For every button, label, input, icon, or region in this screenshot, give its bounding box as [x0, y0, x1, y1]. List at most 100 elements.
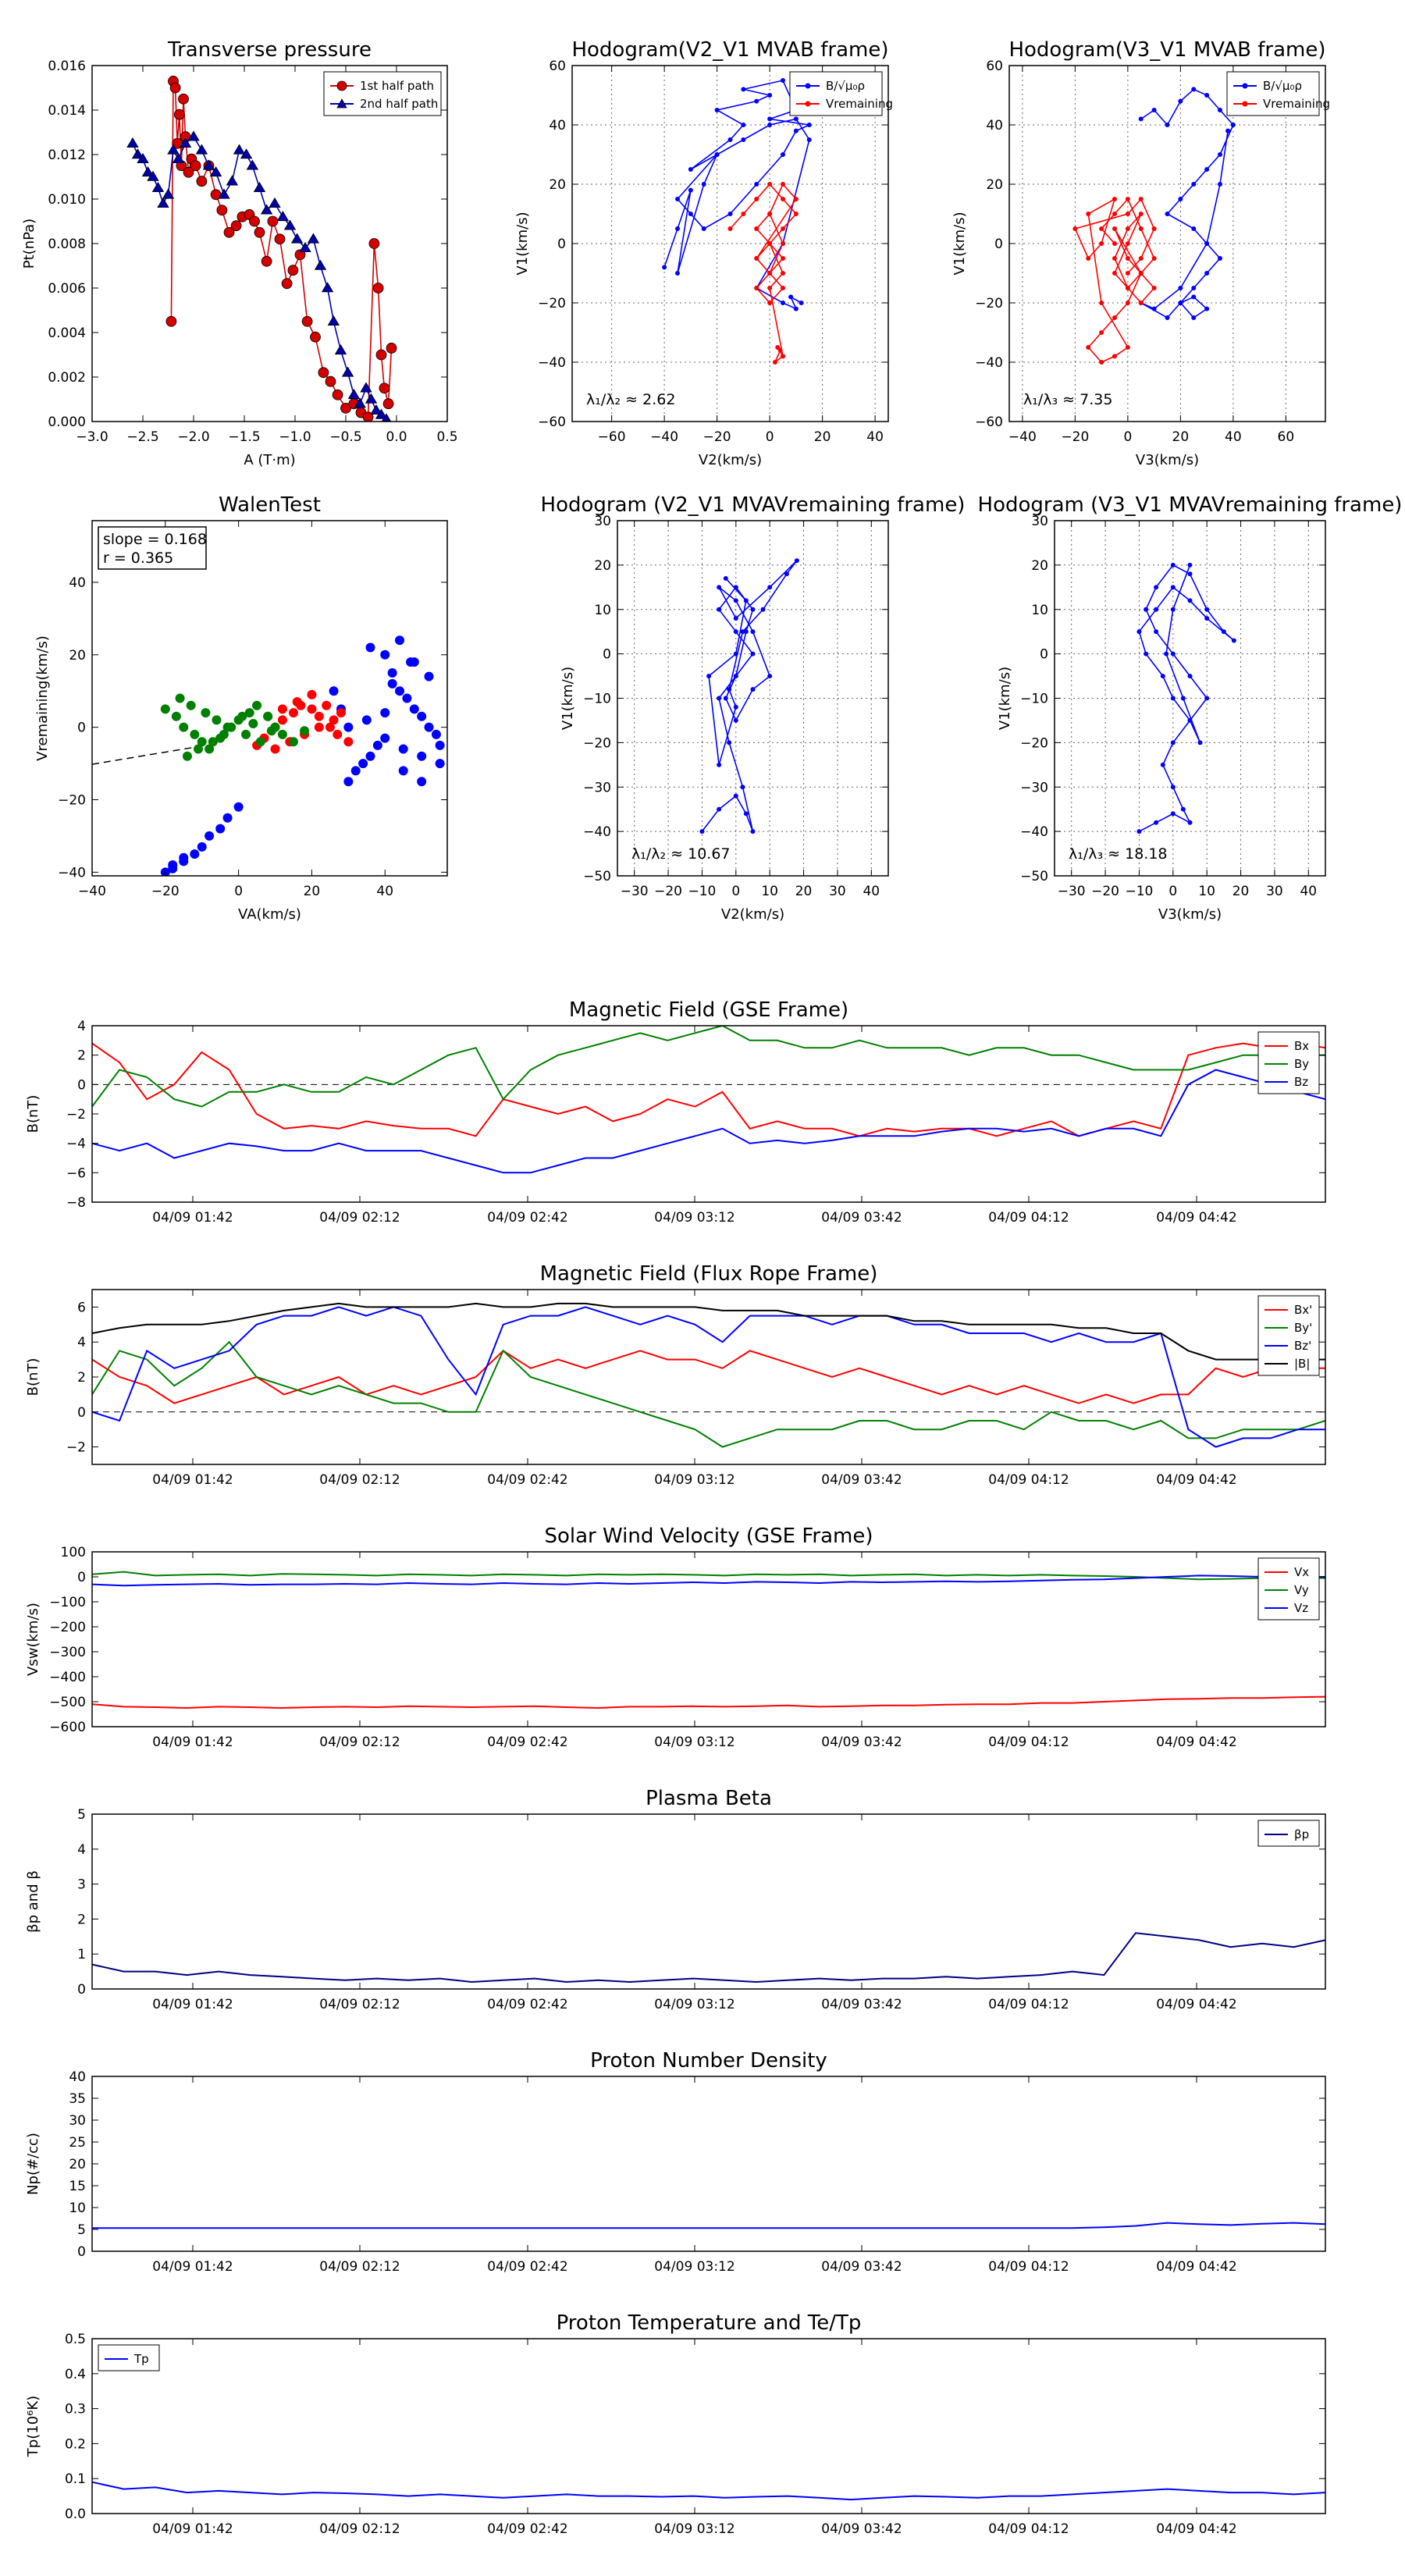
data-point — [277, 715, 287, 725]
chart-title: Transverse pressure — [167, 38, 372, 62]
x-tick-label: 04/09 02:42 — [487, 1472, 567, 1488]
data-point — [699, 829, 705, 834]
chart-ts5: Proton Number Density 04/09 01:42 04/09 02… — [25, 2049, 1326, 2275]
series-3 — [92, 1574, 1325, 1587]
data-point — [201, 708, 211, 718]
series-1 — [92, 1350, 1325, 1404]
data-point — [701, 226, 706, 231]
data-point — [157, 197, 169, 208]
y-tick-label: 0 — [77, 1405, 86, 1421]
data-point — [252, 700, 262, 710]
data-point — [343, 722, 354, 732]
data-point — [741, 137, 746, 142]
legend-label: Bx' — [1294, 1303, 1312, 1317]
data-point — [424, 671, 434, 681]
chart-h2: Hodogram(V3_V1 MVAB frame)−40 −20 0 20 40 60−… — [951, 38, 1330, 468]
data-point — [733, 616, 738, 621]
data-point — [209, 166, 222, 177]
data-point — [347, 389, 361, 400]
data-point — [354, 397, 366, 408]
chart-title: Magnetic Field (Flux Rope Frame) — [540, 1262, 878, 1286]
y-tick-label: 60 — [986, 59, 1003, 74]
y-tick-label: 0 — [77, 2244, 86, 2260]
data-point — [165, 315, 177, 327]
x-tick-label: 04/09 01:42 — [152, 2521, 233, 2537]
legend-label: Tp — [133, 2352, 149, 2366]
chart-title: Plasma Beta — [646, 1787, 772, 1810]
x-tick-label: −60 — [598, 429, 626, 445]
data-point — [190, 160, 201, 172]
data-point — [1138, 212, 1144, 216]
series-2 — [252, 689, 354, 754]
y-tick-label: 1 — [77, 1947, 86, 1962]
data-point — [226, 722, 237, 732]
legend-marker — [805, 83, 811, 89]
data-point — [1191, 182, 1197, 187]
plot-frame — [91, 520, 448, 877]
y-tick-label: 40 — [69, 2069, 86, 2085]
data-point — [1187, 717, 1193, 723]
y-tick-label: −50 — [1020, 869, 1048, 884]
data-point — [395, 635, 405, 646]
series-1 — [1138, 87, 1236, 320]
chart-title: Proton Temperature and Te/Tp — [557, 2311, 862, 2335]
plot-area — [662, 78, 812, 365]
data-point — [781, 286, 785, 290]
data-point — [233, 144, 246, 155]
data-point — [179, 137, 192, 148]
chart-h1: Hodogram(V2_V1 MVAB frame) −60 −40 −20 0 20 40… — [514, 38, 893, 468]
y-tick-label: 0.010 — [48, 192, 86, 208]
data-point — [141, 166, 155, 177]
chart-ts1: Magnetic Field (GSE Frame)04/09 01:42 04/… — [25, 998, 1326, 1226]
plot-frame — [91, 1025, 1326, 1203]
plot-frame — [91, 1551, 1326, 1727]
data-point — [1138, 301, 1144, 305]
data-point — [754, 226, 759, 231]
data-point — [1218, 256, 1222, 261]
data-point — [767, 585, 773, 590]
data-point — [767, 271, 773, 276]
ticks: −40 −20 0 20 40 −40 −20 0 20 40 — [58, 521, 447, 899]
data-point — [1204, 241, 1210, 246]
data-point — [784, 571, 789, 577]
data-point — [1230, 123, 1236, 127]
data-point — [1170, 651, 1176, 656]
x-tick-label: 0 — [234, 884, 243, 899]
data-point — [662, 265, 667, 270]
y-tick-label: 40 — [986, 118, 1003, 133]
data-point — [1180, 806, 1186, 812]
data-point — [1154, 629, 1159, 635]
data-point — [215, 824, 226, 834]
data-point — [274, 233, 286, 245]
data-point — [178, 93, 189, 105]
x-tick-label: 04/09 02:12 — [319, 2259, 400, 2275]
data-point — [1125, 197, 1130, 201]
data-point — [417, 711, 427, 721]
data-point — [733, 717, 738, 723]
series-2 — [1072, 197, 1157, 365]
series-line — [92, 1340, 1325, 1448]
data-point — [1178, 98, 1183, 104]
data-point — [743, 629, 749, 635]
x-tick-label: 04/09 03:42 — [821, 2521, 902, 2537]
data-point — [781, 271, 785, 276]
data-point — [1204, 696, 1210, 701]
x-tick-label: −30 — [621, 884, 649, 899]
x-tick-label: 60 — [1278, 429, 1295, 445]
series-1 — [92, 2222, 1325, 2229]
data-point — [1178, 286, 1183, 290]
series-1 — [92, 1695, 1325, 1710]
data-point — [793, 306, 799, 311]
data-point — [1151, 226, 1157, 231]
plot-area — [126, 76, 397, 422]
data-point — [1191, 87, 1197, 92]
data-point — [277, 704, 287, 714]
legend-box — [789, 71, 883, 116]
series-1 — [662, 78, 812, 311]
x-tick-label: 04/09 02:42 — [487, 1735, 567, 1750]
x-tick-label: 04/09 01:42 — [152, 1735, 233, 1750]
x-tick-label: −40 — [78, 884, 106, 899]
x-tick-label: −30 — [1058, 884, 1086, 899]
data-point — [240, 148, 253, 159]
